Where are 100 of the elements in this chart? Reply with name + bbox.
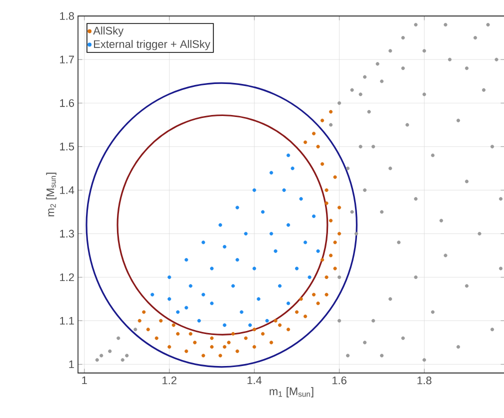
y-tick-label: 1.2 — [60, 273, 74, 282]
point — [146, 328, 150, 332]
point — [210, 266, 214, 270]
point — [231, 284, 235, 288]
point — [168, 345, 172, 349]
point — [312, 292, 316, 296]
point — [159, 318, 163, 323]
point — [222, 323, 226, 327]
y-axis-title: m$_{2}$ [M$_{sun}$] — [46, 172, 56, 216]
point — [329, 218, 333, 222]
point — [154, 336, 158, 340]
point — [218, 223, 222, 227]
y-tick-label: 1 — [69, 360, 74, 368]
x-tick-label: 1.2 — [162, 376, 176, 384]
point — [197, 318, 201, 323]
point — [312, 132, 316, 136]
y-tick-label: 1.6 — [60, 99, 74, 107]
point — [202, 292, 206, 296]
point — [184, 349, 188, 354]
point — [316, 249, 320, 253]
point — [265, 318, 269, 323]
point — [329, 110, 333, 114]
point — [202, 240, 206, 244]
point — [188, 284, 192, 288]
point — [210, 345, 214, 349]
point — [278, 284, 282, 288]
point — [316, 302, 320, 306]
point — [286, 302, 290, 306]
point — [299, 197, 303, 201]
point — [329, 254, 333, 258]
point — [236, 258, 240, 262]
point — [320, 118, 324, 122]
point — [202, 354, 206, 358]
point — [324, 275, 328, 280]
point — [222, 345, 226, 349]
y-tick-label: 1.5 — [60, 142, 74, 150]
x-axis-title: m$_{1}$ [M$_{sun}$] — [270, 387, 314, 398]
point — [333, 175, 337, 179]
point — [270, 170, 274, 175]
point — [244, 232, 248, 236]
point — [184, 258, 188, 262]
point — [252, 188, 256, 192]
y-tick-label: 1.7 — [60, 56, 74, 64]
point — [252, 266, 256, 270]
point — [295, 266, 299, 270]
point — [193, 340, 197, 344]
point — [338, 232, 342, 236]
point — [176, 310, 180, 314]
point — [333, 266, 337, 270]
point — [290, 166, 294, 170]
point — [150, 292, 154, 296]
point — [261, 332, 265, 336]
point — [252, 328, 256, 332]
y-tick-label: 1.8 — [60, 12, 74, 20]
point — [270, 340, 274, 344]
point — [324, 188, 328, 192]
point — [286, 223, 290, 227]
legend-label: AllSky — [93, 26, 124, 37]
point — [338, 206, 342, 210]
point — [278, 323, 282, 327]
point — [168, 275, 172, 280]
y-tick-label: 1.1 — [60, 316, 74, 325]
point — [222, 244, 226, 249]
point — [210, 302, 214, 306]
point — [320, 162, 324, 166]
point — [324, 201, 328, 205]
point — [274, 249, 278, 253]
point — [218, 354, 222, 358]
point — [244, 336, 248, 340]
point — [210, 336, 214, 340]
x-tick-label: 1.6 — [332, 376, 346, 384]
x-tick-label: 1 — [82, 376, 87, 384]
point — [274, 318, 278, 323]
point — [248, 323, 252, 327]
x-tick-label: 1.8 — [417, 376, 432, 384]
x-tick-label: 1.4 — [248, 376, 262, 384]
point — [312, 214, 316, 218]
point — [316, 144, 320, 148]
point — [227, 340, 231, 344]
point — [333, 240, 337, 244]
point — [286, 154, 290, 158]
point — [236, 206, 240, 210]
point — [261, 210, 265, 214]
y-tick-label: 1.3 — [60, 230, 74, 238]
point — [286, 328, 290, 332]
point — [308, 275, 312, 280]
point — [299, 297, 303, 301]
point — [324, 292, 328, 296]
point — [236, 349, 240, 354]
point — [172, 323, 176, 327]
point — [176, 332, 180, 336]
point — [184, 306, 188, 310]
point — [256, 297, 260, 301]
point — [231, 332, 235, 336]
legend-label: External trigger + AllSky — [94, 40, 210, 50]
point — [240, 310, 244, 314]
point — [304, 240, 308, 244]
point — [188, 332, 192, 336]
point — [252, 345, 256, 349]
point — [270, 232, 274, 236]
